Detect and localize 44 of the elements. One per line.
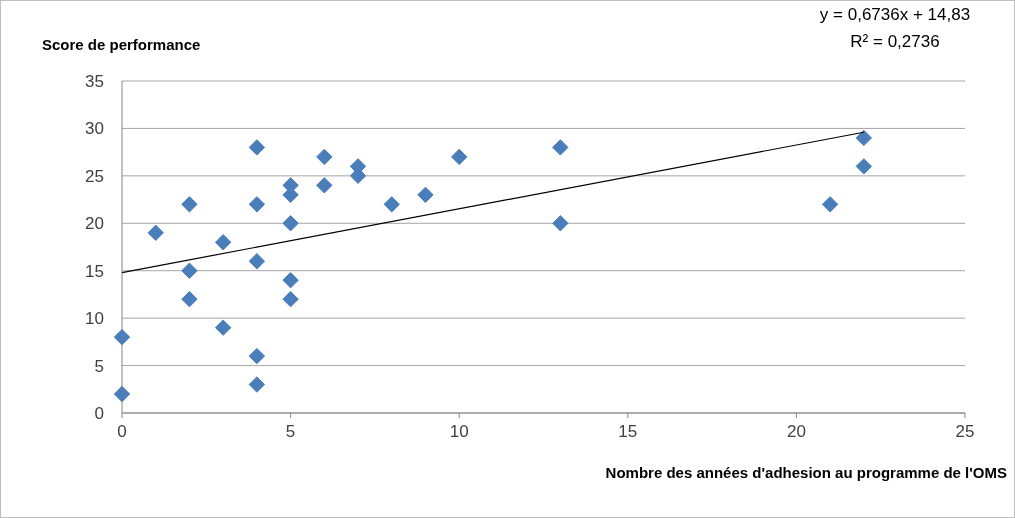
y-tick-label: 20: [85, 214, 104, 234]
point: [181, 196, 198, 213]
y-tick-label: 30: [85, 119, 104, 139]
y-tick-label: 5: [94, 356, 104, 376]
point: [552, 215, 569, 232]
point: [282, 215, 299, 232]
x-tick-label: 5: [285, 422, 296, 441]
x-tick-label: 0: [117, 422, 127, 441]
point: [282, 291, 299, 308]
point: [316, 148, 333, 166]
point: [821, 196, 839, 213]
x-tick-label: 15: [618, 422, 638, 441]
point: [451, 148, 468, 166]
text: R² = 0,2736: [850, 32, 940, 51]
point: [248, 196, 266, 213]
point: [248, 376, 266, 393]
x-tick-label: 25: [955, 422, 975, 441]
point: [147, 224, 164, 241]
point: [248, 253, 266, 270]
point: [248, 139, 266, 156]
point: [417, 186, 434, 203]
point: [282, 272, 299, 289]
point: [316, 177, 333, 194]
point: [113, 328, 131, 346]
point: [855, 158, 873, 175]
x-tick-label: 10: [449, 422, 469, 441]
point: [113, 385, 131, 403]
y-axis-title: Score de performance: [42, 36, 201, 53]
point: [248, 347, 266, 365]
point: [181, 291, 198, 308]
y-tick-label: 10: [85, 309, 104, 329]
x-axis-title: Nombre des années d'adhesion au programme de l'OMS: [605, 464, 1007, 481]
point: [383, 196, 400, 213]
x-tick-label: 20: [786, 422, 806, 441]
y-tick-label: 35: [85, 72, 104, 91]
y-tick-label: 15: [85, 261, 104, 281]
y-tick-label: 25: [85, 166, 104, 186]
point: [855, 129, 873, 147]
y-tick-label: 0: [94, 404, 104, 423]
point: [214, 234, 232, 251]
point: [552, 139, 569, 156]
point: [214, 319, 232, 336]
text: y = 0,6736x + 14,83: [819, 5, 971, 24]
point: [181, 262, 198, 279]
